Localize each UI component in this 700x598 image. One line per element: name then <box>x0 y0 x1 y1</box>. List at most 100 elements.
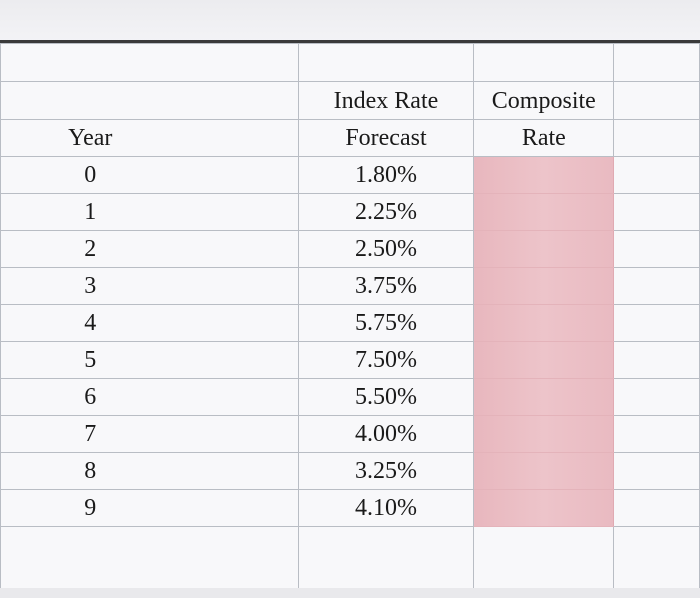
table-row: 9 4.10% <box>0 489 700 527</box>
index-rate-header-line2[interactable]: Forecast <box>297 119 475 157</box>
composite-rate-cell[interactable] <box>473 378 615 416</box>
year-cell[interactable]: 8 <box>0 452 299 490</box>
cell[interactable] <box>0 526 299 595</box>
cell[interactable] <box>613 526 700 595</box>
blank-row <box>0 43 700 82</box>
year-cell-text: 4 <box>84 310 97 336</box>
index-rate-cell-text: 3.25% <box>354 458 417 484</box>
year-cell-text: 1 <box>84 199 97 225</box>
cell[interactable] <box>297 43 475 82</box>
index-rate-cell[interactable]: 2.25% <box>297 193 475 231</box>
index-rate-cell-text: 2.25% <box>354 199 417 225</box>
cell[interactable] <box>613 43 700 82</box>
year-cell-text: 3 <box>84 273 97 299</box>
cell[interactable] <box>473 43 615 82</box>
index-rate-cell-text: 7.50% <box>354 347 417 373</box>
cell[interactable] <box>297 526 475 595</box>
cell[interactable] <box>613 341 700 379</box>
year-cell-text: 9 <box>84 495 97 521</box>
year-cell[interactable]: 9 <box>0 489 299 527</box>
index-rate-cell-text: 4.10% <box>354 495 417 521</box>
year-cell-text: 2 <box>84 236 97 262</box>
composite-rate-cell[interactable] <box>473 415 615 453</box>
table-row: 7 4.00% <box>0 415 700 453</box>
cell[interactable] <box>0 81 299 120</box>
year-cell-text: 0 <box>84 162 97 188</box>
table-row: 6 5.50% <box>0 378 700 416</box>
index-rate-cell[interactable]: 3.75% <box>297 267 475 305</box>
table-row: 5 7.50% <box>0 341 700 379</box>
index-rate-cell[interactable]: 4.00% <box>297 415 475 453</box>
composite-rate-cell[interactable] <box>473 489 615 527</box>
year-cell[interactable]: 2 <box>0 230 299 268</box>
year-cell-text: 6 <box>84 384 97 410</box>
rate-table: Index Rate Composite Year Forecast Rate <box>0 43 700 595</box>
index-rate-header-line1[interactable]: Index Rate <box>297 81 475 120</box>
table-row: 4 5.75% <box>0 304 700 342</box>
index-rate-cell[interactable]: 4.10% <box>297 489 475 527</box>
composite-rate-cell[interactable] <box>473 304 615 342</box>
spreadsheet-bottom-edge <box>0 588 700 598</box>
index-rate-cell[interactable]: 7.50% <box>297 341 475 379</box>
cell[interactable] <box>613 156 700 194</box>
index-rate-cell-text: 4.00% <box>354 421 417 447</box>
year-cell-text: 5 <box>84 347 97 373</box>
year-header[interactable]: Year <box>0 119 299 157</box>
table-row: 3 3.75% <box>0 267 700 305</box>
table-row: 0 1.80% <box>0 156 700 194</box>
table-row: 1 2.25% <box>0 193 700 231</box>
year-cell[interactable]: 6 <box>0 378 299 416</box>
index-rate-cell[interactable]: 3.25% <box>297 452 475 490</box>
cell[interactable] <box>473 526 615 595</box>
forecast-header-text: Forecast <box>345 125 427 151</box>
composite-header-text: Composite <box>491 87 596 114</box>
composite-rate-cell[interactable] <box>473 341 615 379</box>
composite-rate-cell[interactable] <box>473 267 615 305</box>
year-cell[interactable]: 0 <box>0 156 299 194</box>
cell[interactable] <box>613 304 700 342</box>
index-rate-cell-text: 1.80% <box>354 162 417 188</box>
year-cell[interactable]: 7 <box>0 415 299 453</box>
cell[interactable] <box>613 267 700 305</box>
year-cell-text: 8 <box>84 458 97 484</box>
header-row-1: Index Rate Composite <box>0 81 700 120</box>
table-row: 8 3.25% <box>0 452 700 490</box>
index-rate-cell-text: 3.75% <box>354 273 417 299</box>
index-rate-cell[interactable]: 1.80% <box>297 156 475 194</box>
header-rule <box>0 40 700 43</box>
index-rate-cell[interactable]: 5.75% <box>297 304 475 342</box>
composite-rate-cell[interactable] <box>473 156 615 194</box>
year-cell[interactable]: 5 <box>0 341 299 379</box>
cell[interactable] <box>613 81 700 120</box>
cell[interactable] <box>0 43 299 82</box>
blank-row <box>0 526 700 595</box>
year-cell[interactable]: 4 <box>0 304 299 342</box>
year-cell-text: 7 <box>84 421 97 447</box>
spreadsheet-top-edge <box>0 0 700 42</box>
composite-rate-cell[interactable] <box>473 452 615 490</box>
cell[interactable] <box>613 230 700 268</box>
index-rate-cell[interactable]: 2.50% <box>297 230 475 268</box>
rate-header-text: Rate <box>521 125 566 151</box>
year-cell[interactable]: 1 <box>0 193 299 231</box>
index-rate-cell-text: 2.50% <box>354 236 417 262</box>
table-row: 2 2.50% <box>0 230 700 268</box>
index-rate-cell-text: 5.75% <box>354 310 417 336</box>
cell[interactable] <box>613 489 700 527</box>
index-rate-cell-text: 5.50% <box>354 384 417 410</box>
cell[interactable] <box>613 452 700 490</box>
cell[interactable] <box>613 193 700 231</box>
composite-rate-cell[interactable] <box>473 230 615 268</box>
index-rate-cell[interactable]: 5.50% <box>297 378 475 416</box>
year-header-text: Year <box>68 125 113 151</box>
cell[interactable] <box>613 415 700 453</box>
composite-rate-cell[interactable] <box>473 193 615 231</box>
year-cell[interactable]: 3 <box>0 267 299 305</box>
composite-header-line2[interactable]: Rate <box>473 119 615 157</box>
header-row-2: Year Forecast Rate <box>0 119 700 157</box>
cell[interactable] <box>613 378 700 416</box>
cell[interactable] <box>613 119 700 157</box>
index-rate-header-text: Index Rate <box>333 87 439 114</box>
composite-header-line1[interactable]: Composite <box>473 81 615 120</box>
